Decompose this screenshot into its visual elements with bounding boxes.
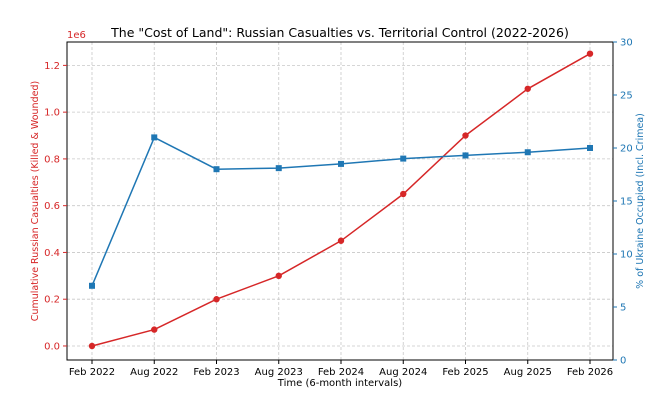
x-tick-label: Feb 2025 [442,367,488,378]
occupied-point [213,166,220,173]
casualties-point [586,50,594,57]
occupied-point [524,149,531,156]
left-axis-label: Cumulative Russian Casualties (Killed & … [30,81,41,321]
right-tick-label: 0 [620,356,626,367]
x-tick-label: Feb 2026 [567,367,613,378]
occupied-point [587,145,593,151]
occupied-point [400,155,407,162]
casualties-point [337,237,345,244]
left-tick-label: 0.6 [44,201,60,212]
right-tick-label: 15 [620,197,633,208]
casualties-point [400,190,407,198]
right-tick-label: 5 [620,303,626,314]
casualties-point [462,132,469,139]
left-tick-label: 0.0 [44,341,60,352]
left-tick-label: 0.8 [44,154,60,165]
casualties-point [524,85,531,92]
x-axis: Feb 2022 Aug 2022 Feb 2023 Aug 2023 Feb 2024… [69,360,613,378]
x-axis-label: Time (6-month intervals) [277,378,402,389]
occupied-point [151,134,158,141]
left-tick-label: 1.2 [44,61,60,72]
occupied-point [338,160,344,167]
occupied-point [89,282,95,289]
x-tick-label: Aug 2023 [255,367,303,378]
casualties-point [88,342,96,350]
right-axis: 0 5 10 15 20 25 30 [613,38,633,367]
x-tick-label: Aug 2022 [130,367,178,378]
right-tick-label: 20 [620,144,633,155]
right-tick-label: 30 [620,38,633,49]
x-tick-label: Feb 2023 [193,367,239,378]
left-tick-label: 0.2 [44,295,60,306]
plot-area-frame [66,41,614,361]
casualties-point [213,296,220,303]
left-tick-label: 0.4 [44,248,60,259]
occupied-point [462,152,469,159]
left-axis: 0.0 0.2 0.4 0.6 0.8 1.0 1.2 [44,61,67,352]
right-axis-label: % of Ukraine Occupied (Incl. Crimea) [635,113,646,289]
grid [67,42,613,360]
casualties-point [151,326,158,333]
casualties-point [275,272,282,280]
x-tick-label: Aug 2025 [504,367,552,378]
x-tick-label: Feb 2022 [69,367,115,378]
left-axis-offset-text: 1e6 [67,30,86,41]
x-tick-label: Feb 2024 [318,367,364,378]
left-tick-label: 1.0 [44,108,60,119]
x-tick-label: Aug 2024 [379,367,427,378]
right-tick-label: 10 [620,250,633,261]
chart-title: The "Cost of Land": Russian Casualties v… [110,25,569,40]
right-tick-label: 25 [620,91,633,102]
series-layer [88,50,594,350]
occupied-point [275,165,282,172]
